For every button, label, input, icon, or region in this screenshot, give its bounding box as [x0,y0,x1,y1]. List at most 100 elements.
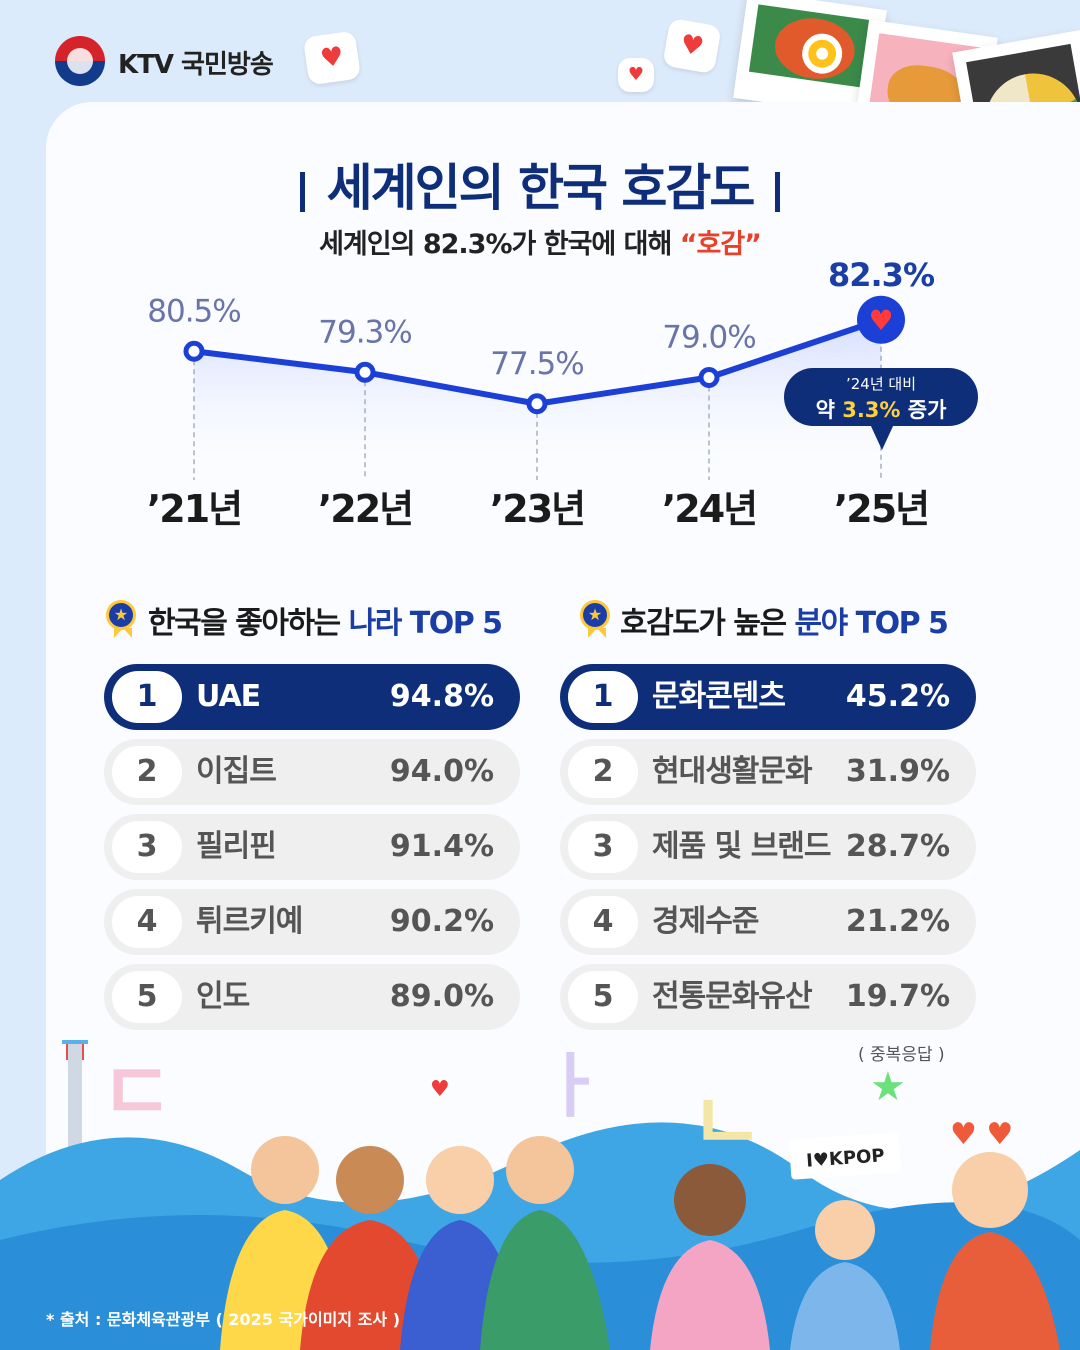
country-row: 3 필리핀 91.4% [104,814,520,880]
chart-point [183,340,205,362]
callout-suffix: 증가 [900,398,947,422]
rank-badge: 5 [568,971,638,1023]
country-row: 4 튀르키예 90.2% [104,889,520,955]
hangul-deco: ㅏ [540,1045,604,1127]
fields-title-prefix: 호감도가 높은 [620,606,795,641]
kpop-sign [789,1132,901,1180]
country-value: 94.8% [389,679,494,714]
person-body [930,1232,1060,1350]
field-value: 45.2% [845,679,950,714]
heart-bubble-icon: ♥ [618,58,654,92]
rank-badge: 1 [112,671,182,723]
heart-bubble-icon: ♥ [302,30,362,86]
chart-x-tick-label: ’25년 [834,487,928,531]
chart-data-label: 79.3% [318,314,411,350]
callout-line2: 약 3.3% 증가 [784,394,978,424]
medal-ribbon-icon [114,628,132,638]
chart-x-tick-label: ’22년 [318,487,412,531]
field-row: 2 현대생활문화 31.9% [560,739,976,805]
fields-section-title: 호감도가 높은 분야 TOP 5 [620,598,949,642]
countries-section-title: 한국을 좋아하는 나라 TOP 5 [148,598,503,642]
callout-line1: ’24년 대비 [845,375,917,393]
callout-value: 3.3% [842,398,901,422]
chart-x-tick-label: ’24년 [662,487,756,531]
rank-badge: 2 [568,746,638,798]
field-value: 28.7% [845,829,950,864]
page-subtitle: 세계인의 82.3%가 한국에 대해 “호감” [0,222,1080,261]
country-value: 91.4% [389,829,494,864]
subtitle-text: 세계인의 82.3%가 한국에 대해 [319,229,680,260]
field-name: 현대생활문화 [652,754,813,789]
title-bar-right [775,171,781,212]
field-name: 경제수준 [652,904,759,939]
person-head [952,1152,1028,1228]
countries-title-prefix: 한국을 좋아하는 [148,606,349,641]
tower-deck-shape [62,1040,88,1044]
rank-badge: 4 [112,896,182,948]
hangul-deco: ㄷ [100,1046,174,1139]
medal-icon: ★ [580,600,610,630]
change-callout: ’24년 대비 약 3.3% 증가 [784,368,978,450]
subtitle-highlight: “호감” [679,229,762,260]
medal-icon: ★ [106,600,136,630]
person-body [790,1262,900,1350]
multiple-response-note: ( 중복응답 ) [858,1045,945,1065]
country-row: 5 인도 89.0% [104,964,520,1030]
medal-ribbon-icon [588,628,606,638]
brand-name: KTV 국민방송 [118,50,274,80]
title-bar-left [299,171,305,212]
field-name: 문화콘텐츠 [652,679,786,714]
chart-area-fill [194,319,881,480]
country-value: 90.2% [389,904,494,939]
person-head [336,1146,404,1214]
chart-point [698,367,720,388]
person-body [650,1240,770,1350]
country-row: 1 UAE 94.8% [104,664,520,730]
field-row: 3 제품 및 브랜드 28.7% [560,814,976,880]
field-value: 19.7% [845,979,950,1014]
person-body [480,1210,610,1350]
field-name: 제품 및 브랜드 [652,829,831,864]
person-head [506,1136,574,1204]
chart-x-tick-label: ’23년 [490,487,584,531]
line-chart: ♥ 80.5% 79.3% 77.5% 79.0% 82.3% ’21년 ’22년 ’23년… [147,256,936,531]
hangul-deco: ㄴ [690,1076,764,1169]
person-head [251,1136,319,1204]
chart-data-label: 77.5% [490,346,583,382]
rank-badge: 3 [568,821,638,873]
source-note: * 출처 : 문화체육관광부 ( 2025 국가이미지 조사 ) [46,1310,401,1329]
heart-icon: ♥ [868,304,893,337]
chart-point [354,361,376,383]
country-name: UAE [196,679,261,714]
page-title: 세계인의 한국 호감도 [0,148,1080,220]
chart-point [526,393,548,415]
chart-x-tick-label: ’21년 [147,487,241,531]
country-value: 89.0% [389,979,494,1014]
heart-bubble-icon: ♥ [662,17,722,75]
people-illustration: ㄷ ㅏ ㄴ I♥KPOP ★ ♥ ♥ ♥ [0,1040,1080,1350]
page-title-text: 세계인의 한국 호감도 [326,159,756,217]
field-row: 5 전통문화유산 19.7% [560,964,976,1030]
rank-badge: 5 [112,971,182,1023]
field-value: 21.2% [845,904,950,939]
country-name: 인도 [196,979,250,1014]
person-head [674,1164,746,1236]
star-wand-icon: ★ [870,1064,906,1110]
country-value: 94.0% [389,754,494,789]
heart-headband-icon: ♥ ♥ [950,1117,1013,1152]
heart-icon: ♥ [430,1077,450,1102]
chart-data-label: 79.0% [662,320,755,356]
person-head [815,1200,875,1260]
callout-prefix: 약 [815,398,843,422]
chart-point-highlight [857,295,905,344]
countries-title-highlight: 나라 TOP 5 [348,606,503,641]
rank-badge: 3 [112,821,182,873]
fields-title-highlight: 분야 TOP 5 [794,606,949,641]
rank-badge: 2 [112,746,182,798]
rank-badge: 4 [568,896,638,948]
chart-data-label: 82.3% [828,256,935,294]
field-value: 31.9% [845,754,950,789]
country-name: 필리핀 [196,829,277,864]
chart-data-label: 80.5% [147,293,240,329]
person-head [426,1146,494,1214]
